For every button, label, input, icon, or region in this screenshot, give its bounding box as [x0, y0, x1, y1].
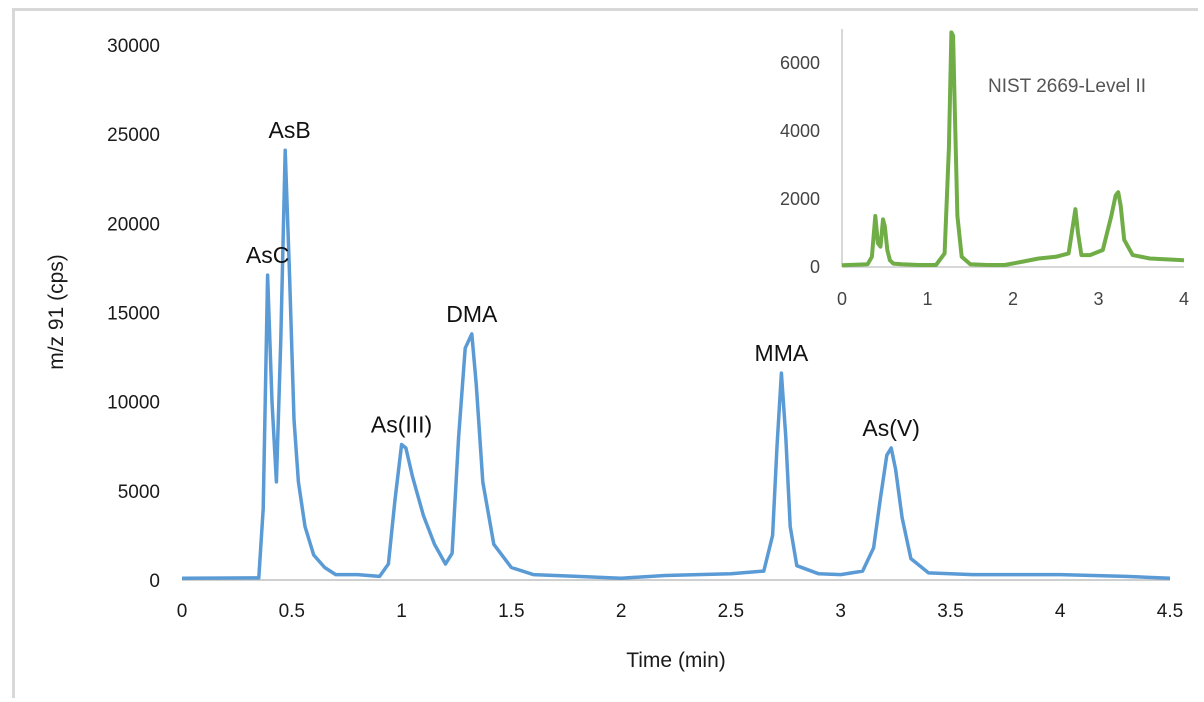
inset-tick-labels: 0 1 2 3 4 0 2000 4000 6000 [780, 53, 1189, 309]
x-tick-label: 2.5 [718, 601, 744, 622]
main-tick-labels: 0 0.5 1 1.5 2 2.5 3 3.5 4 4.505000100001500020000… [107, 36, 1183, 622]
inset-y-tick-label: 6000 [780, 53, 820, 73]
y-tick-label: 20000 [107, 214, 160, 235]
y-axis-title: m/z 91 (cps) [45, 254, 68, 370]
y-tick-label: 25000 [107, 125, 160, 146]
y-tick-label: 10000 [107, 393, 160, 414]
inset-x-tick-label: 2 [1008, 289, 1018, 309]
x-tick-label: 4.5 [1157, 601, 1183, 622]
x-tick-label: 4 [1055, 601, 1066, 622]
main-series [181, 148, 1171, 580]
y-tick-label: 5000 [118, 482, 160, 503]
inset-series [841, 30, 1185, 268]
inset-y-tick-label: 2000 [780, 189, 820, 209]
chart-frame [12, 8, 1198, 698]
peak-label: As(III) [371, 411, 432, 437]
peak-label: AsC [246, 242, 289, 268]
inset-title: NIST 2669-Level II [988, 76, 1146, 97]
inset-chart: 0 1 2 3 4 0 2000 4000 6000 NIST 2669-Level II [780, 29, 1189, 309]
x-tick-label: 1 [396, 601, 407, 622]
series-line [181, 148, 1171, 580]
peak-labels: AsC AsB As(III) DMA MMA As(V) [246, 117, 920, 441]
inset-x-tick-label: 0 [837, 289, 847, 309]
inset-y-tick-label: 4000 [780, 121, 820, 141]
x-tick-label: 2 [616, 601, 627, 622]
inset-y-tick-label: 0 [810, 257, 820, 277]
inset-x-tick-label: 1 [922, 289, 932, 309]
x-tick-label: 3.5 [937, 601, 963, 622]
inset-axes [841, 29, 1184, 268]
peak-label: MMA [755, 340, 809, 366]
x-tick-label: 0.5 [279, 601, 305, 622]
x-tick-label: 1.5 [498, 601, 524, 622]
x-tick-label: 0 [177, 601, 188, 622]
peak-label: As(V) [862, 415, 920, 441]
x-axis-title: Time (min) [626, 649, 726, 672]
inset-x-tick-label: 3 [1093, 289, 1103, 309]
x-tick-label: 3 [835, 601, 846, 622]
inset-series-line [841, 30, 1185, 268]
y-tick-label: 30000 [107, 36, 160, 57]
y-tick-label: 0 [149, 571, 160, 592]
inset-x-tick-label: 4 [1179, 289, 1189, 309]
peak-label: DMA [446, 301, 498, 327]
peak-label: AsB [268, 117, 310, 143]
y-tick-label: 15000 [107, 304, 160, 325]
